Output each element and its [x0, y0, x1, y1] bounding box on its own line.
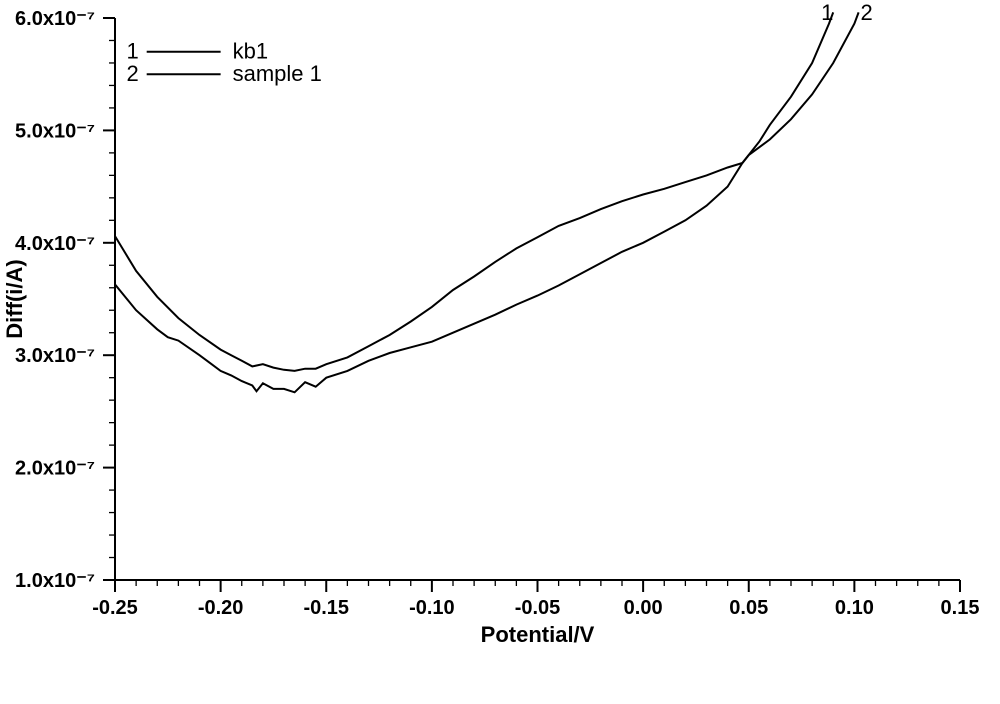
x-tick-label: -0.20	[198, 597, 244, 619]
line-chart: -0.25 -0.20 -0.15 -0.10 -0.05 0.00 0.05 0.10 0.1…	[0, 0, 1000, 704]
x-tick-label: -0.10	[409, 597, 455, 619]
y-tick-label: 2.0x10⁻⁷	[15, 458, 95, 480]
x-tick-label: 0.00	[624, 597, 663, 619]
series-kb1	[115, 12, 833, 392]
legend-num-1: 1	[126, 39, 138, 64]
x-tick-label: 0.15	[941, 597, 980, 619]
series-sample1	[115, 12, 859, 371]
x-tick-label: -0.25	[92, 597, 138, 619]
x-tick-label: -0.15	[303, 597, 349, 619]
y-tick-label: 6.0x10⁻⁷	[15, 8, 95, 30]
curve-end-label-2: 2	[860, 0, 872, 25]
x-tick-label: -0.05	[515, 597, 561, 619]
legend-label-1: kb1	[233, 39, 268, 64]
x-axis-title: Potential/V	[481, 622, 595, 647]
chart-container: -0.25 -0.20 -0.15 -0.10 -0.05 0.00 0.05 0.10 0.1…	[0, 0, 1000, 704]
legend-label-2: sample 1	[233, 61, 322, 86]
curve-end-label-1: 1	[821, 0, 833, 25]
legend-num-2: 2	[126, 61, 138, 86]
x-tick-label: 0.10	[835, 597, 874, 619]
y-tick-label: 3.0x10⁻⁷	[15, 345, 95, 367]
y-tick-label: 1.0x10⁻⁷	[15, 570, 95, 592]
y-tick-label: 5.0x10⁻⁷	[15, 120, 95, 142]
x-tick-label: 0.05	[729, 597, 768, 619]
y-axis-title: Diff(i/A)	[2, 259, 27, 338]
y-tick-label: 4.0x10⁻⁷	[15, 233, 95, 255]
